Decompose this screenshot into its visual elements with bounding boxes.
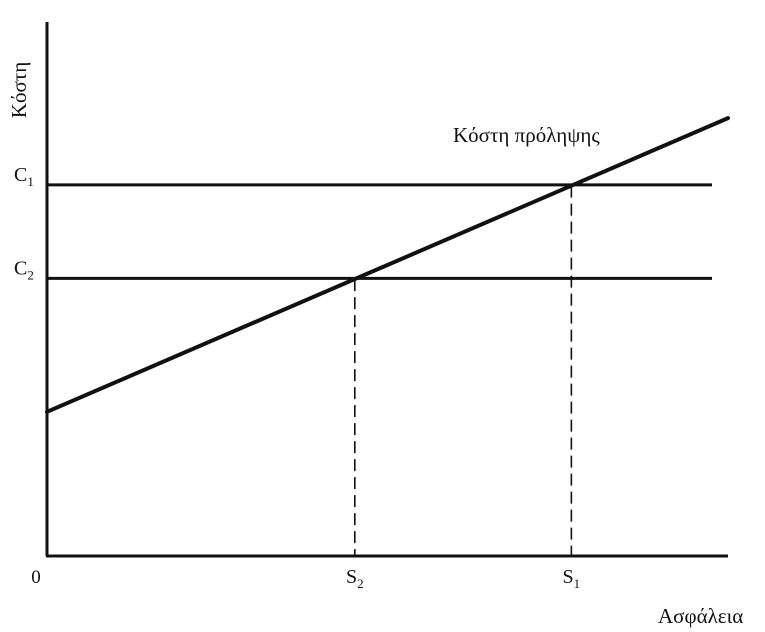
horizontal-levels: C1 C2 — [14, 164, 712, 282]
level-label-c1: C1 — [14, 164, 34, 189]
x-axis-label: Ασφάλεια — [658, 604, 743, 628]
cost-line — [45, 116, 730, 414]
origin-label: 0 — [31, 567, 41, 588]
x-markers: S2 S1 — [346, 185, 581, 591]
level-label-c2: C2 — [14, 257, 34, 282]
cost-line-label: Κόστη πρόληψης — [453, 123, 600, 147]
x-marker-label-s1: S1 — [563, 566, 581, 591]
x-marker-label-s2: S2 — [346, 566, 364, 591]
y-axis-label: Κόστη — [7, 62, 31, 118]
